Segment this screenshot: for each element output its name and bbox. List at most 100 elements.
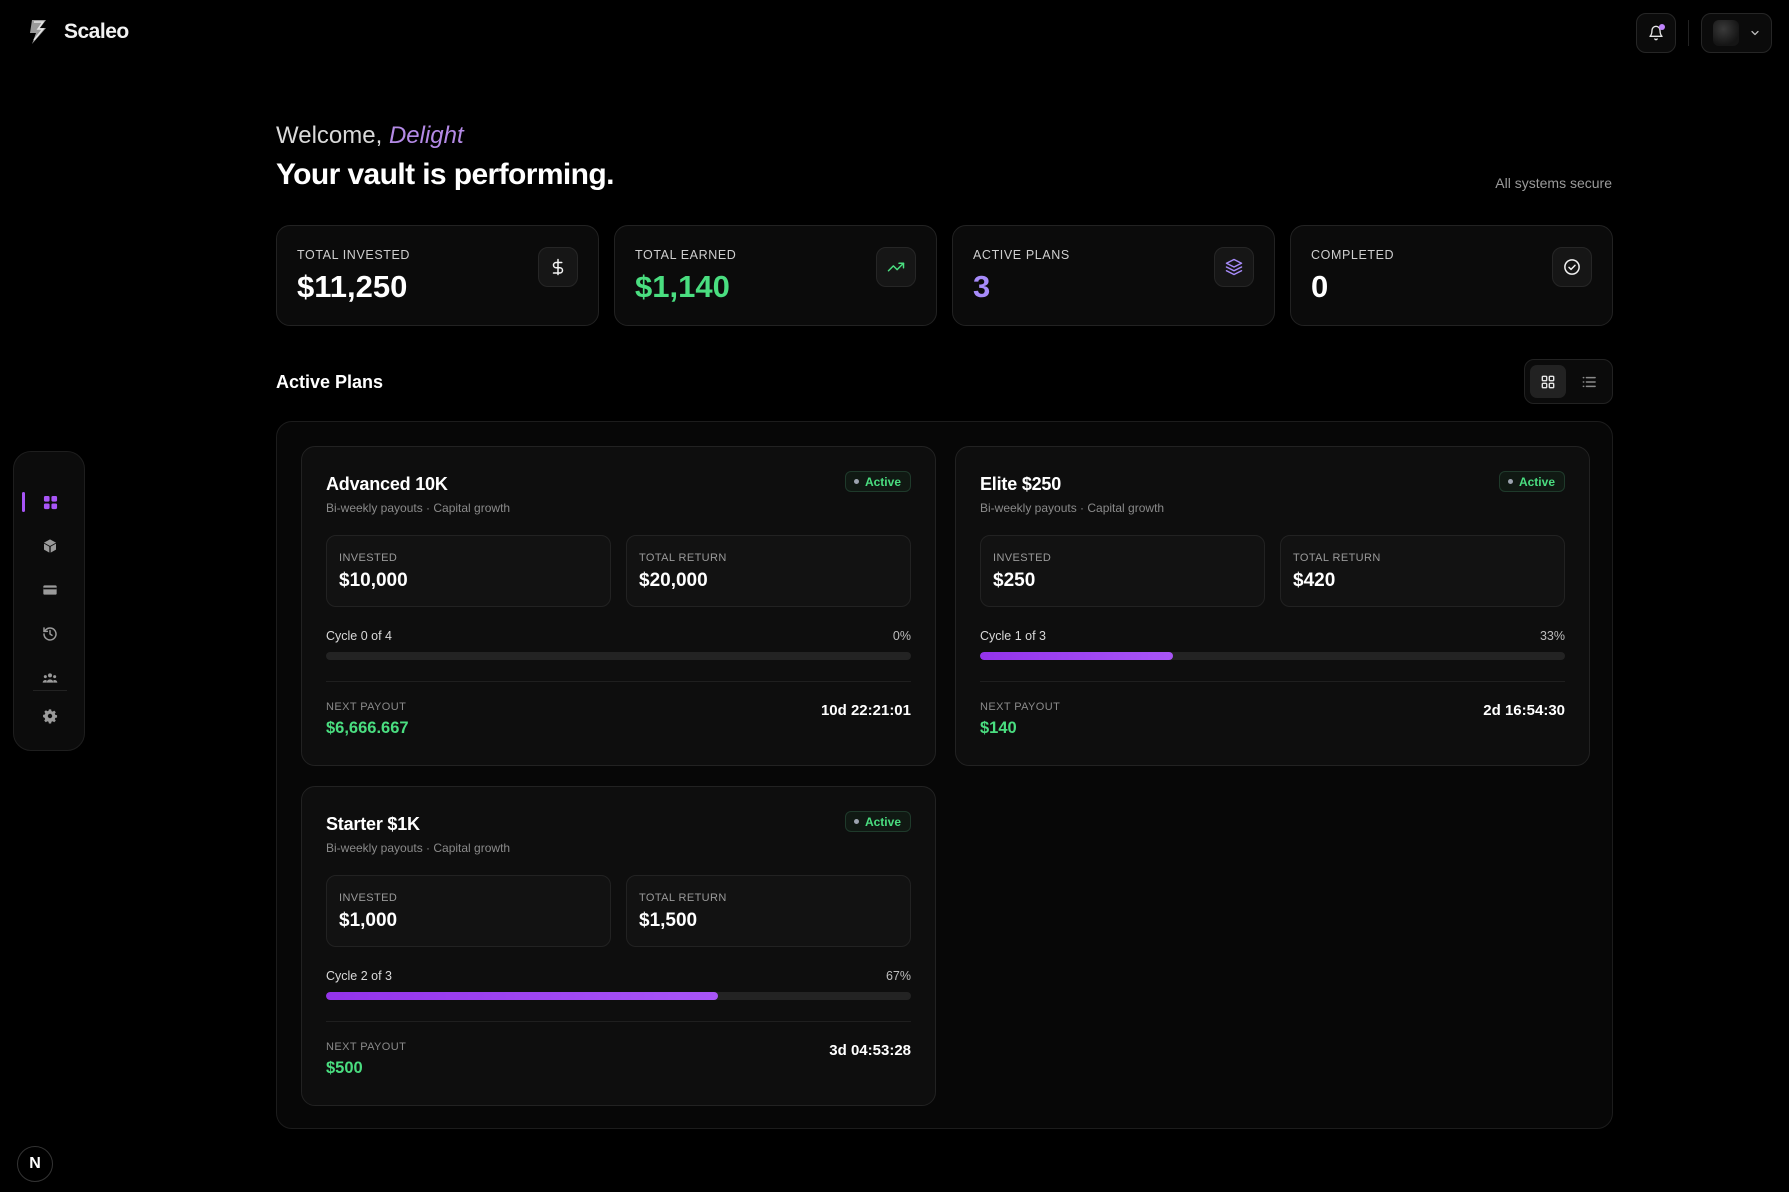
stat-value: 0 [1311, 269, 1329, 304]
status-badge: Active [844, 811, 911, 832]
plans-panel: Advanced 10K Bi-weekly payouts · Capital… [276, 421, 1613, 1129]
stat-icon-box [1214, 247, 1254, 287]
total-return-box: TOTAL RETURN $420 [1280, 535, 1565, 607]
stat-label: COMPLETED [1311, 248, 1395, 262]
metric-label: TOTAL RETURN [639, 892, 727, 904]
sidebar [13, 451, 85, 751]
cycle-label: Cycle 1 of 3 [980, 629, 1047, 643]
settings-icon [43, 709, 58, 724]
history-icon [43, 627, 57, 641]
invested-box: INVESTED $1,000 [326, 875, 611, 947]
invested-value: $250 [993, 570, 1036, 591]
notification-dot [1659, 24, 1665, 30]
plan-name: Advanced 10K [326, 474, 448, 494]
total-return-box: TOTAL RETURN $20,000 [626, 535, 911, 607]
active-indicator [22, 492, 25, 512]
sidebar-item-history[interactable] [14, 617, 86, 651]
plan-card-starter[interactable]: Starter $1K Bi-weekly payouts · Capital … [301, 786, 936, 1106]
invested-box: INVESTED $250 [980, 535, 1265, 607]
stat-label: TOTAL EARNED [635, 248, 737, 262]
notifications-button[interactable] [1636, 13, 1676, 53]
card-divider [980, 681, 1565, 682]
sidebar-item-dashboard[interactable] [14, 485, 86, 519]
next-payout-value: $6,666.667 [326, 719, 409, 737]
plan-subtitle: Bi-weekly payouts · Capital growth [326, 501, 511, 515]
grid-view-button[interactable] [1530, 365, 1566, 398]
sidebar-item-plans[interactable] [14, 529, 86, 563]
invested-value: $10,000 [339, 570, 408, 591]
metric-label: INVESTED [339, 892, 398, 904]
plan-name: Starter $1K [326, 814, 420, 834]
users-icon [42, 673, 58, 683]
invested-value: $1,000 [339, 910, 398, 931]
stat-icon-box [876, 247, 916, 287]
top-bar: Scaleo [0, 0, 1789, 66]
trending-up-icon [887, 262, 905, 272]
next-payout-value: $500 [326, 1059, 363, 1077]
section-title: Active Plans [276, 372, 384, 392]
stat-icon-box [538, 247, 578, 287]
plan-subtitle: Bi-weekly payouts · Capital growth [326, 841, 511, 855]
progress-fill [326, 992, 718, 1000]
bell-icon [1649, 25, 1663, 41]
framework-badge[interactable]: N [17, 1146, 53, 1182]
progress-bar [980, 652, 1565, 660]
metric-label: INVESTED [339, 552, 398, 564]
invested-box: INVESTED $10,000 [326, 535, 611, 607]
cycle-percent: 67% [885, 969, 911, 983]
card-icon [43, 585, 57, 595]
plan-subtitle: Bi-weekly payouts · Capital growth [980, 501, 1165, 515]
grid-icon [1541, 375, 1555, 388]
chevron-down-icon [1751, 30, 1759, 36]
sidebar-divider [33, 690, 67, 691]
payout-label: NEXT PAYOUT [326, 701, 407, 713]
list-view-button[interactable] [1571, 365, 1607, 398]
status-label: Active [864, 814, 901, 829]
check-circle-icon [1564, 259, 1580, 275]
plan-name: Elite $250 [980, 474, 1062, 494]
sidebar-item-wallet[interactable] [14, 573, 86, 607]
stat-value: $11,250 [297, 269, 408, 304]
total-return-value: $20,000 [639, 570, 708, 591]
plan-card-elite[interactable]: Elite $250 Bi-weekly payouts · Capital g… [955, 446, 1590, 766]
cycle-label: Cycle 0 of 4 [326, 629, 393, 643]
status-dot [853, 819, 859, 824]
dollar-icon [552, 258, 564, 276]
plan-card-advanced[interactable]: Advanced 10K Bi-weekly payouts · Capital… [301, 446, 936, 766]
metric-label: INVESTED [993, 552, 1052, 564]
avatar [1713, 20, 1739, 46]
card-divider [326, 1021, 911, 1022]
app-name: Scaleo [64, 20, 129, 43]
progress-bar [326, 652, 911, 660]
sidebar-item-referrals[interactable] [14, 661, 86, 695]
sidebar-item-settings[interactable] [14, 699, 86, 733]
list-icon [1582, 376, 1596, 387]
cycle-label: Cycle 2 of 3 [326, 969, 393, 983]
stat-card-active-plans: ACTIVE PLANS 3 [952, 225, 1275, 326]
header-divider [1688, 20, 1689, 46]
app-logo[interactable]: Scaleo [26, 18, 129, 46]
view-toggle [1524, 359, 1613, 404]
stat-card-completed: COMPLETED 0 [1290, 225, 1613, 326]
status-dot [853, 479, 859, 484]
payout-label: NEXT PAYOUT [980, 701, 1061, 713]
progress-bar [326, 992, 911, 1000]
metric-label: TOTAL RETURN [639, 552, 727, 564]
status-badge: Active [844, 471, 911, 492]
payout-countdown: 3d 04:53:28 [829, 1042, 911, 1059]
page-title: Your vault is performing. [276, 158, 614, 191]
welcome-text: Welcome, Delight [276, 122, 464, 150]
system-status: All systems secure [1495, 175, 1612, 191]
user-name: Delight [388, 122, 464, 149]
stat-card-total-invested: TOTAL INVESTED $11,250 [276, 225, 599, 326]
stat-card-total-earned: TOTAL EARNED $1,140 [614, 225, 937, 326]
user-menu-button[interactable] [1701, 13, 1772, 53]
payout-countdown: 10d 22:21:01 [820, 702, 911, 719]
total-return-box: TOTAL RETURN $1,500 [626, 875, 911, 947]
cycle-percent: 0% [892, 629, 911, 643]
status-dot [1507, 479, 1513, 484]
total-return-value: $420 [1293, 570, 1336, 591]
card-divider [326, 681, 911, 682]
next-payout-value: $140 [980, 719, 1017, 737]
logo-icon [30, 20, 46, 44]
